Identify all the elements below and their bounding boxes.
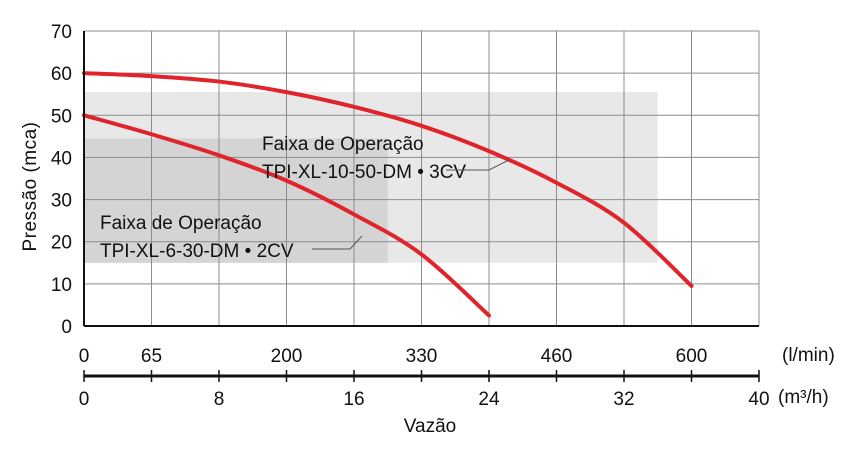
x-tick-label-m3h: 0 bbox=[79, 389, 90, 410]
x-tick-label-lmin: 460 bbox=[541, 346, 573, 367]
x-tick-label-lmin: 65 bbox=[141, 346, 162, 367]
y-tick-label: 50 bbox=[51, 106, 72, 127]
operating-range-title-1: Faixa de Operação bbox=[262, 134, 424, 155]
operating-range-model-1: TPI-XL-10-50-DM • 3CV bbox=[262, 162, 466, 183]
x-tick-label-lmin: 330 bbox=[406, 346, 438, 367]
x-tick-label-lmin: 600 bbox=[676, 346, 708, 367]
y-tick-label: 10 bbox=[51, 275, 72, 296]
y-tick-label: 60 bbox=[51, 64, 72, 85]
x-tick-label-m3h: 40 bbox=[748, 389, 769, 410]
pump-curve-2 bbox=[82, 113, 491, 318]
x-tick-label-m3h: 16 bbox=[343, 389, 364, 410]
pump-curve-1 bbox=[82, 71, 694, 288]
x-tick-label-m3h: 24 bbox=[478, 389, 500, 410]
y-tick-label: 70 bbox=[51, 22, 72, 43]
x-tick-label-m3h: 8 bbox=[214, 389, 225, 410]
x-tick-label-lmin: 200 bbox=[271, 346, 303, 367]
y-axis-label: Pressão (mca) bbox=[20, 121, 41, 251]
y-tick-label: 20 bbox=[51, 233, 72, 254]
operating-range-title-2: Faixa de Operação bbox=[100, 213, 262, 234]
y-tick-label: 40 bbox=[51, 148, 72, 169]
x-tick-label-lmin: 0 bbox=[79, 346, 90, 367]
leader-line-2 bbox=[312, 235, 363, 250]
x-unit-m3h: (m³/h) bbox=[778, 387, 829, 408]
leader-line-1 bbox=[446, 159, 510, 171]
x-tick-label-m3h: 32 bbox=[613, 389, 634, 410]
operating-range-model-2: TPI-XL-6-30-DM • 2CV bbox=[100, 241, 294, 262]
y-tick-label: 30 bbox=[51, 191, 72, 212]
y-tick-label: 0 bbox=[61, 317, 72, 338]
x-unit-lmin: (l/min) bbox=[782, 345, 835, 366]
x-axis-label: Vazão bbox=[404, 416, 456, 437]
